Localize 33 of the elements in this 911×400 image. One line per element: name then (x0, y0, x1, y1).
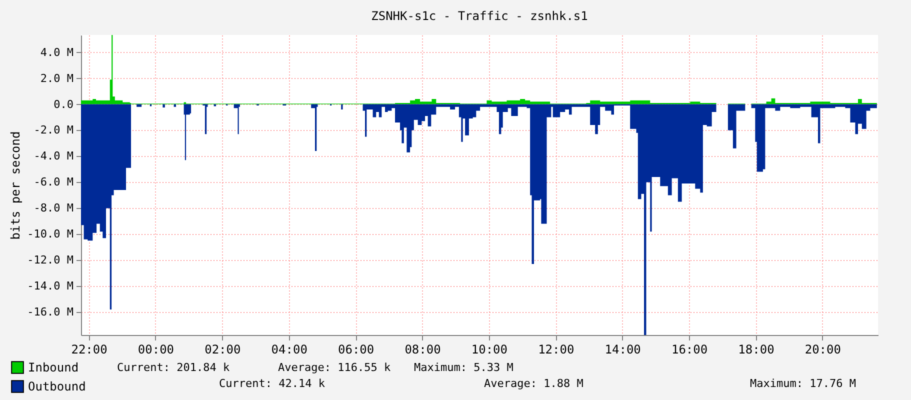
x-tick-label: 12:00 (538, 342, 574, 356)
y-tick-label: -12.0 M (27, 254, 74, 267)
legend-label: Inbound (28, 360, 79, 374)
y-axis-title: bits per second (8, 131, 22, 240)
y-tick-label: -6.0 M (34, 176, 74, 189)
text: Average: 1.88 M (484, 377, 584, 390)
y-tick-label: -10.0 M (27, 228, 74, 241)
y-tick-label: 2.0 M (40, 72, 74, 85)
x-tick-label: 22:00 (71, 342, 108, 356)
legend-label: Outbound (28, 380, 86, 394)
text: Maximum: 17.76 M (750, 377, 856, 390)
y-tick-label: 4.0 M (40, 46, 74, 59)
y-tick-label: -16.0 M (27, 306, 74, 319)
x-tick-label: 04:00 (271, 342, 308, 356)
x-tick-label: 14:00 (604, 342, 641, 356)
y-tick-label: -8.0 M (34, 202, 74, 215)
x-tick-label: 08:00 (404, 342, 441, 356)
x-tick-label: 06:00 (338, 342, 374, 356)
y-tick-label: 0.0 (54, 98, 74, 111)
text: Average: 116.55 k (278, 361, 391, 374)
x-tick-label: 16:00 (671, 342, 708, 356)
text: Maximum: 5.33 M (414, 361, 514, 374)
y-tick-label: -2.0 M (34, 124, 74, 137)
x-tick-label: 18:00 (738, 342, 774, 356)
x-tick-label: 10:00 (471, 342, 508, 356)
y-tick-label: -4.0 M (34, 150, 74, 163)
x-tick-label: 00:00 (138, 342, 174, 356)
y-tick-label: -14.0 M (27, 280, 74, 293)
chart-title: ZSNHK-s1c - Traffic - zsnhk.s1 (371, 9, 588, 23)
text: Current: 42.14 k (219, 377, 326, 390)
x-tick-label: 02:00 (204, 342, 241, 356)
text: Current: 201.84 k (117, 361, 230, 374)
x-tick-label: 20:00 (804, 342, 841, 356)
